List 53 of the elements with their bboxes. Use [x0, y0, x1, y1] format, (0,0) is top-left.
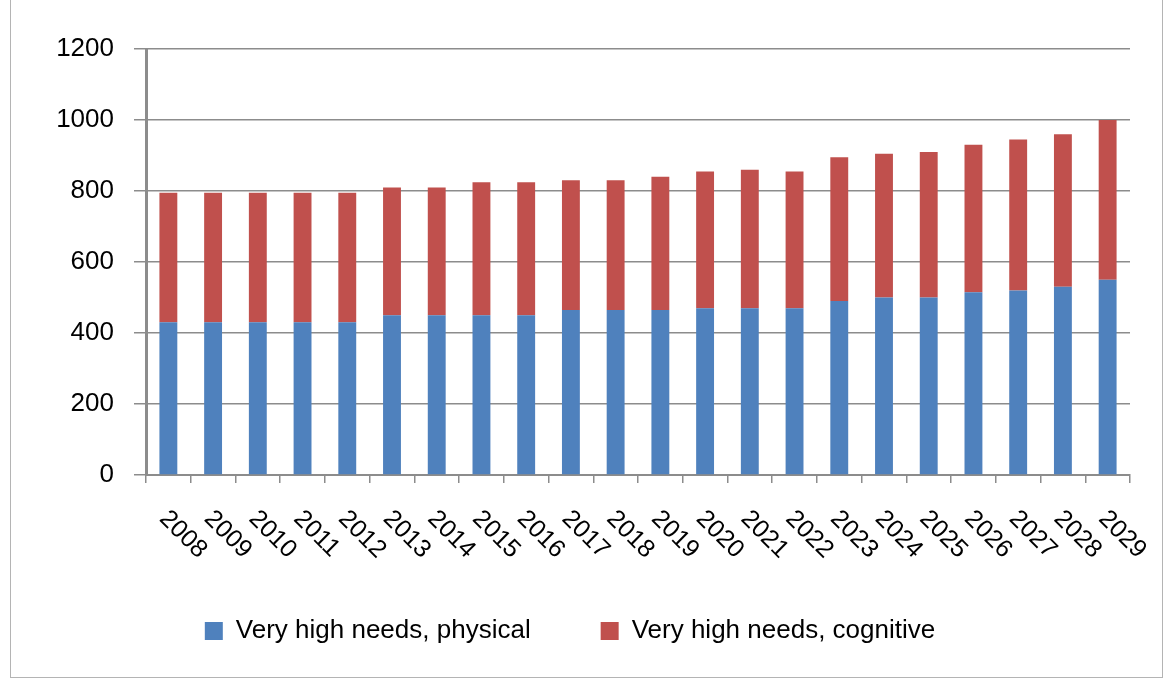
- bar: [1053, 286, 1072, 475]
- bar: [1098, 120, 1117, 280]
- bar: [606, 180, 625, 310]
- bar: [159, 192, 178, 323]
- bar: [785, 171, 804, 309]
- bar: [338, 192, 357, 323]
- bar: [696, 308, 715, 475]
- y-tick-label: 1200: [56, 32, 114, 63]
- bar: [561, 309, 580, 475]
- bar: [919, 151, 938, 298]
- bar: [785, 308, 804, 475]
- bar: [472, 182, 491, 316]
- bar: [651, 309, 670, 475]
- bar: [383, 187, 401, 316]
- bar: [651, 176, 670, 310]
- bar: [1009, 290, 1028, 475]
- bar: [919, 297, 938, 475]
- y-tick-label: 0: [99, 458, 114, 489]
- bar: [875, 297, 893, 475]
- bar: [293, 192, 312, 323]
- bar: [561, 180, 580, 310]
- legend-label: Very high needs, physical: [235, 614, 531, 645]
- bar: [293, 322, 312, 475]
- bar: [159, 322, 178, 475]
- bar: [248, 192, 267, 323]
- legend-label: Very high needs, cognitive: [631, 614, 936, 645]
- bar: [830, 301, 849, 475]
- bar: [338, 322, 357, 475]
- y-tick-label: 600: [70, 245, 114, 276]
- bar: [964, 292, 983, 475]
- bar: [740, 169, 759, 309]
- y-tick-label: 200: [70, 387, 114, 418]
- bar: [472, 315, 491, 475]
- bar: [1098, 279, 1117, 475]
- bar: [427, 187, 446, 316]
- bar: [875, 153, 893, 298]
- bar: [696, 171, 715, 309]
- bar: [517, 315, 536, 475]
- y-tick-label: 1000: [56, 103, 114, 134]
- bar: [1009, 139, 1028, 291]
- bar: [964, 144, 983, 293]
- y-tick-label: 800: [70, 174, 114, 205]
- bar: [204, 192, 223, 323]
- bar: [1053, 134, 1072, 287]
- bar: [383, 315, 401, 475]
- y-tick-label: 400: [70, 316, 114, 347]
- bar: [427, 315, 446, 475]
- bar: [606, 309, 625, 475]
- bar: [740, 308, 759, 475]
- bar: [517, 182, 536, 316]
- bar: [248, 322, 267, 475]
- bar: [204, 322, 223, 475]
- bar: [830, 157, 849, 302]
